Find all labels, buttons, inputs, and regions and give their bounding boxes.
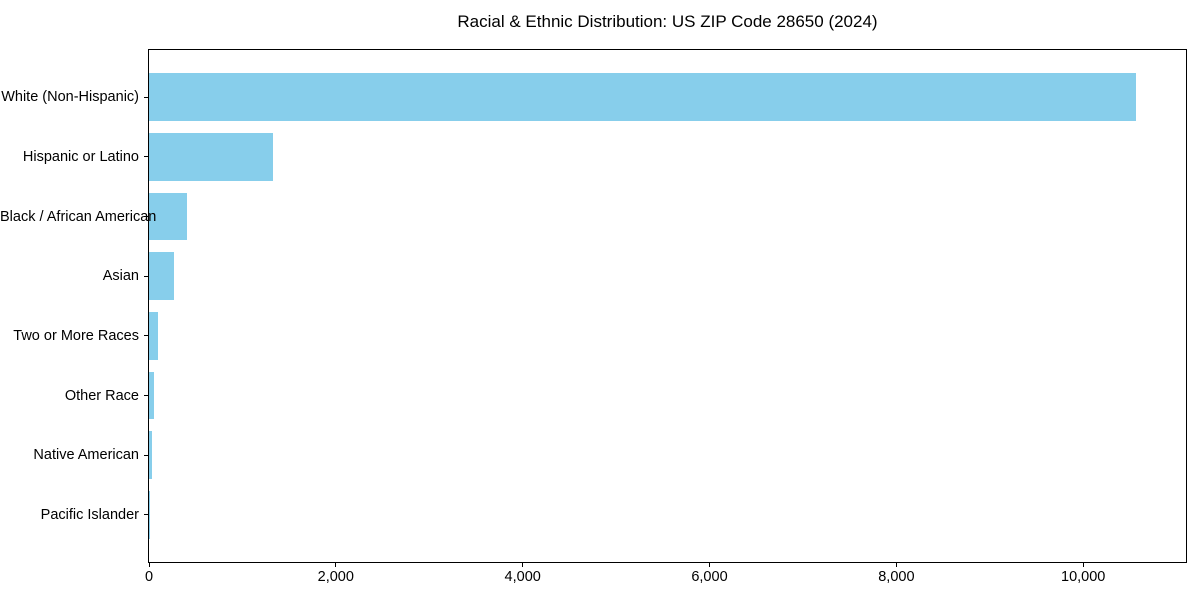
y-axis-label: Hispanic or Latino	[22, 148, 139, 165]
bar	[149, 73, 1137, 121]
y-tick	[144, 275, 149, 277]
y-tick	[144, 216, 149, 217]
x-tick	[335, 563, 337, 567]
y-axis-label: Asian	[102, 268, 139, 285]
x-axis-tick-label: 6,000	[691, 569, 728, 585]
bar	[149, 132, 274, 181]
y-axis-label: Other Race	[64, 387, 139, 404]
bar	[149, 371, 154, 420]
plot-area	[148, 49, 1187, 563]
y-axis-label: White (Non-Hispanic)	[1, 89, 139, 106]
x-axis-tick-label: 8,000	[878, 569, 915, 585]
y-axis-label: Native American	[33, 447, 139, 464]
y-tick	[144, 156, 149, 158]
y-tick	[144, 514, 149, 516]
bar	[149, 431, 152, 479]
x-tick	[1082, 563, 1084, 567]
y-tick	[144, 335, 149, 337]
bar	[149, 192, 187, 241]
y-tick	[144, 96, 149, 98]
bar	[149, 312, 158, 360]
x-axis-tick-label: 10,000	[1061, 569, 1106, 585]
y-axis-label: Black / African American	[0, 208, 157, 225]
y-axis-label: Two or More Races	[13, 327, 139, 344]
y-axis-label: Pacific Islander	[40, 506, 139, 523]
x-tick	[709, 563, 710, 567]
chart-title: Racial & Ethnic Distribution: US ZIP Cod…	[457, 12, 878, 31]
x-axis-tick-label: 2,000	[317, 569, 354, 585]
x-axis-tick-label: 0	[144, 569, 154, 585]
x-tick	[522, 563, 524, 567]
x-axis-tick-label: 4,000	[504, 569, 541, 585]
bar	[149, 252, 175, 300]
x-tick	[148, 563, 150, 567]
y-tick	[144, 454, 149, 456]
y-tick	[144, 395, 149, 396]
x-tick	[895, 563, 897, 567]
